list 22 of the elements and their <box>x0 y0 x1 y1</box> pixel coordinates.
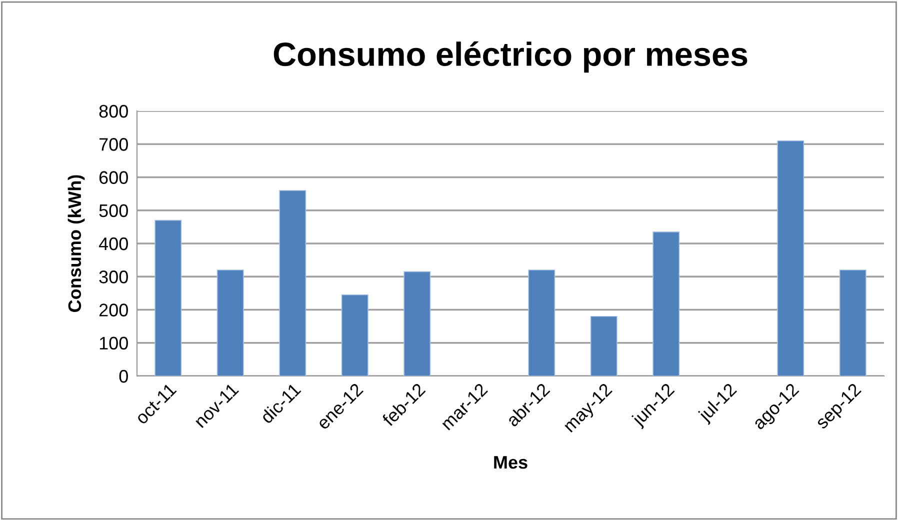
y-tick-label: 300 <box>99 270 128 284</box>
bar <box>154 220 182 376</box>
y-tick-label: 800 <box>99 104 128 118</box>
y-tick-label: 100 <box>100 336 128 350</box>
bar <box>777 140 804 376</box>
y-tick-label: 0 <box>119 370 128 383</box>
chart-title: Consumo eléctrico por meses <box>274 41 748 73</box>
bar <box>652 231 680 376</box>
y-axis-title: Consumo (kWh) <box>68 175 85 312</box>
bar <box>216 270 244 376</box>
y-tick-label: 200 <box>99 304 128 316</box>
bar <box>839 270 866 376</box>
bar <box>341 294 368 376</box>
bar <box>279 190 306 376</box>
y-tick-label: 600 <box>99 171 128 184</box>
y-tick-label: 500 <box>99 204 128 218</box>
bar <box>590 316 618 376</box>
bar <box>528 270 556 376</box>
y-tick-label: 400 <box>98 237 128 250</box>
bar <box>404 271 431 376</box>
x-axis-title: Mes <box>494 456 528 469</box>
y-tick-label: 700 <box>99 138 128 151</box>
